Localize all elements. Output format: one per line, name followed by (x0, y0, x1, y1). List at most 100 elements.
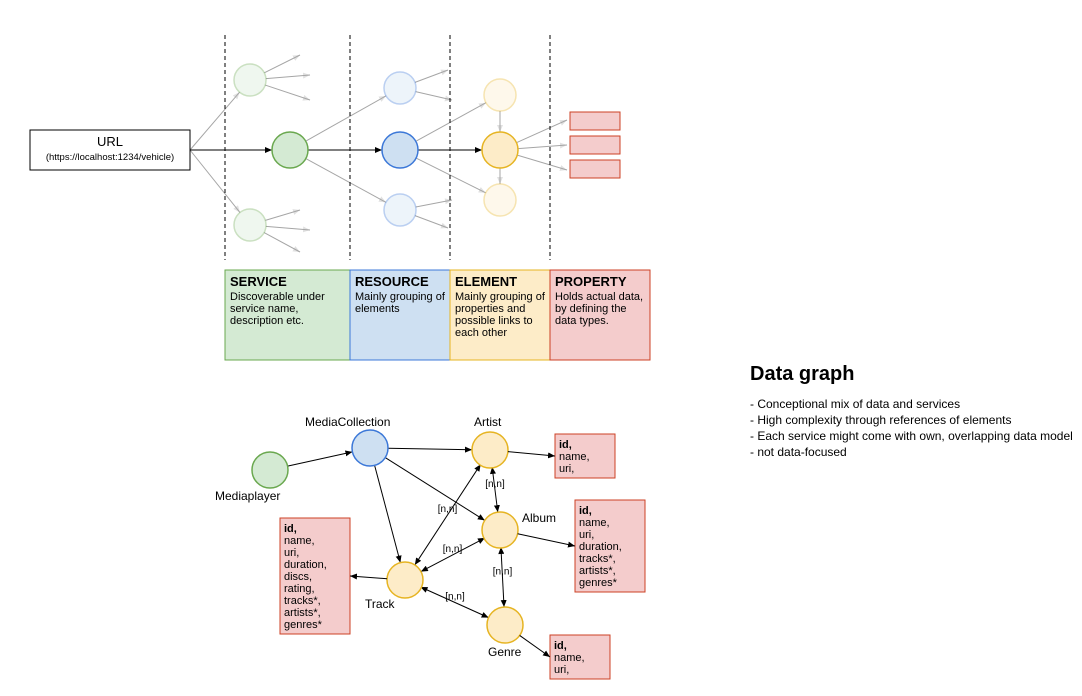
property-rect (570, 112, 620, 130)
property-line: artists*, (579, 565, 616, 577)
category-desc: service name, (230, 303, 298, 315)
edge (415, 216, 448, 228)
property-line: id, (559, 439, 572, 451)
category-desc: possible links to (455, 315, 533, 327)
property-line: id, (554, 640, 567, 652)
node-label: Track (365, 597, 396, 611)
category-desc: Discoverable under (230, 291, 325, 303)
category-desc: Mainly grouping of (455, 291, 546, 303)
element-node (487, 607, 523, 643)
edge (520, 635, 550, 657)
element-node (482, 512, 518, 548)
edge (306, 159, 386, 203)
edge (375, 465, 401, 562)
service-node (234, 64, 266, 96)
right-panel-bullet: - High complexity through references of … (750, 413, 1011, 427)
category-title: SERVICE (230, 274, 287, 289)
edge (190, 92, 240, 150)
edge (516, 120, 567, 143)
property-line: name, (284, 535, 315, 547)
property-line: genres* (284, 619, 323, 631)
edge (508, 452, 555, 456)
url-title: URL (97, 134, 123, 149)
category-box-property: PROPERTY Holds actual data,by defining th… (550, 270, 650, 360)
edge (501, 548, 504, 607)
resource-node (384, 72, 416, 104)
edge (416, 158, 486, 193)
edge (265, 85, 310, 100)
edge (416, 103, 486, 142)
service-node (234, 209, 266, 241)
edge (517, 155, 567, 170)
property-line: uri, (554, 664, 569, 676)
service-node (272, 132, 308, 168)
property-box: id,name,uri,duration,discs,rating,tracks… (280, 518, 350, 634)
property-line: discs, (284, 571, 312, 583)
url-box: URL (https://localhost:1234/vehicle) (30, 130, 190, 170)
node-label: Mediaplayer (215, 489, 280, 503)
property-rect (570, 136, 620, 154)
url-subtitle: (https://localhost:1234/vehicle) (46, 152, 174, 163)
property-line: uri, (284, 547, 299, 559)
property-line: artists*, (284, 607, 321, 619)
node-label: Genre (488, 645, 522, 659)
edge (288, 452, 353, 466)
edge (266, 75, 310, 79)
category-title: PROPERTY (555, 274, 627, 289)
resource-node (384, 194, 416, 226)
category-desc: elements (355, 303, 400, 315)
edge (190, 150, 240, 213)
category-title: RESOURCE (355, 274, 429, 289)
category-desc: Holds actual data, (555, 291, 643, 303)
edge-label: [n,n] (443, 544, 463, 555)
category-box-element: ELEMENT Mainly grouping ofproperties andp… (450, 270, 550, 360)
resource-node (382, 132, 418, 168)
edge (265, 210, 300, 220)
right-panel-bullet: - not data-focused (750, 445, 847, 459)
edge (264, 55, 300, 73)
category-desc: properties and (455, 303, 525, 315)
edge-label: [n,n] (445, 592, 465, 603)
category-title: ELEMENT (455, 274, 517, 289)
property-box: id,name,uri,duration,tracks*,artists*,ge… (575, 500, 645, 592)
category-desc: by defining the (555, 303, 627, 315)
edge (388, 448, 472, 449)
property-line: id, (284, 523, 297, 535)
node-label: MediaCollection (305, 415, 390, 429)
property-line: id, (579, 505, 592, 517)
edge (518, 145, 567, 149)
element-node (472, 432, 508, 468)
edge (266, 226, 310, 230)
property-line: rating, (284, 583, 315, 595)
node-label: Artist (474, 415, 502, 429)
element-node (484, 79, 516, 111)
property-box: id,name,uri, (555, 434, 615, 478)
property-line: duration, (284, 559, 327, 571)
category-box-resource: RESOURCE Mainly grouping ofelements (350, 270, 450, 360)
edge-label: [n,n] (438, 504, 458, 515)
edge (306, 96, 386, 141)
resource-node (352, 430, 388, 466)
element-node (484, 184, 516, 216)
edge (350, 576, 387, 579)
edge (492, 468, 498, 512)
category-box-service: SERVICEDiscoverable underservice name,de… (225, 270, 350, 360)
property-line: duration, (579, 541, 622, 553)
edge (385, 458, 485, 521)
property-line: genres* (579, 577, 618, 589)
edge (416, 200, 452, 207)
edge-label: [n,n] (493, 567, 513, 578)
element-node (387, 562, 423, 598)
node-label: Album (522, 511, 556, 525)
category-desc: Mainly grouping of (355, 291, 446, 303)
property-line: uri, (579, 529, 594, 541)
right-panel-title: Data graph (750, 363, 854, 385)
element-node (482, 132, 518, 168)
service-node (252, 452, 288, 488)
edge (518, 534, 575, 546)
property-line: tracks*, (284, 595, 321, 607)
category-desc: data types. (555, 315, 609, 327)
property-line: name, (554, 652, 585, 664)
property-line: tracks*, (579, 553, 616, 565)
property-line: name, (579, 517, 610, 529)
